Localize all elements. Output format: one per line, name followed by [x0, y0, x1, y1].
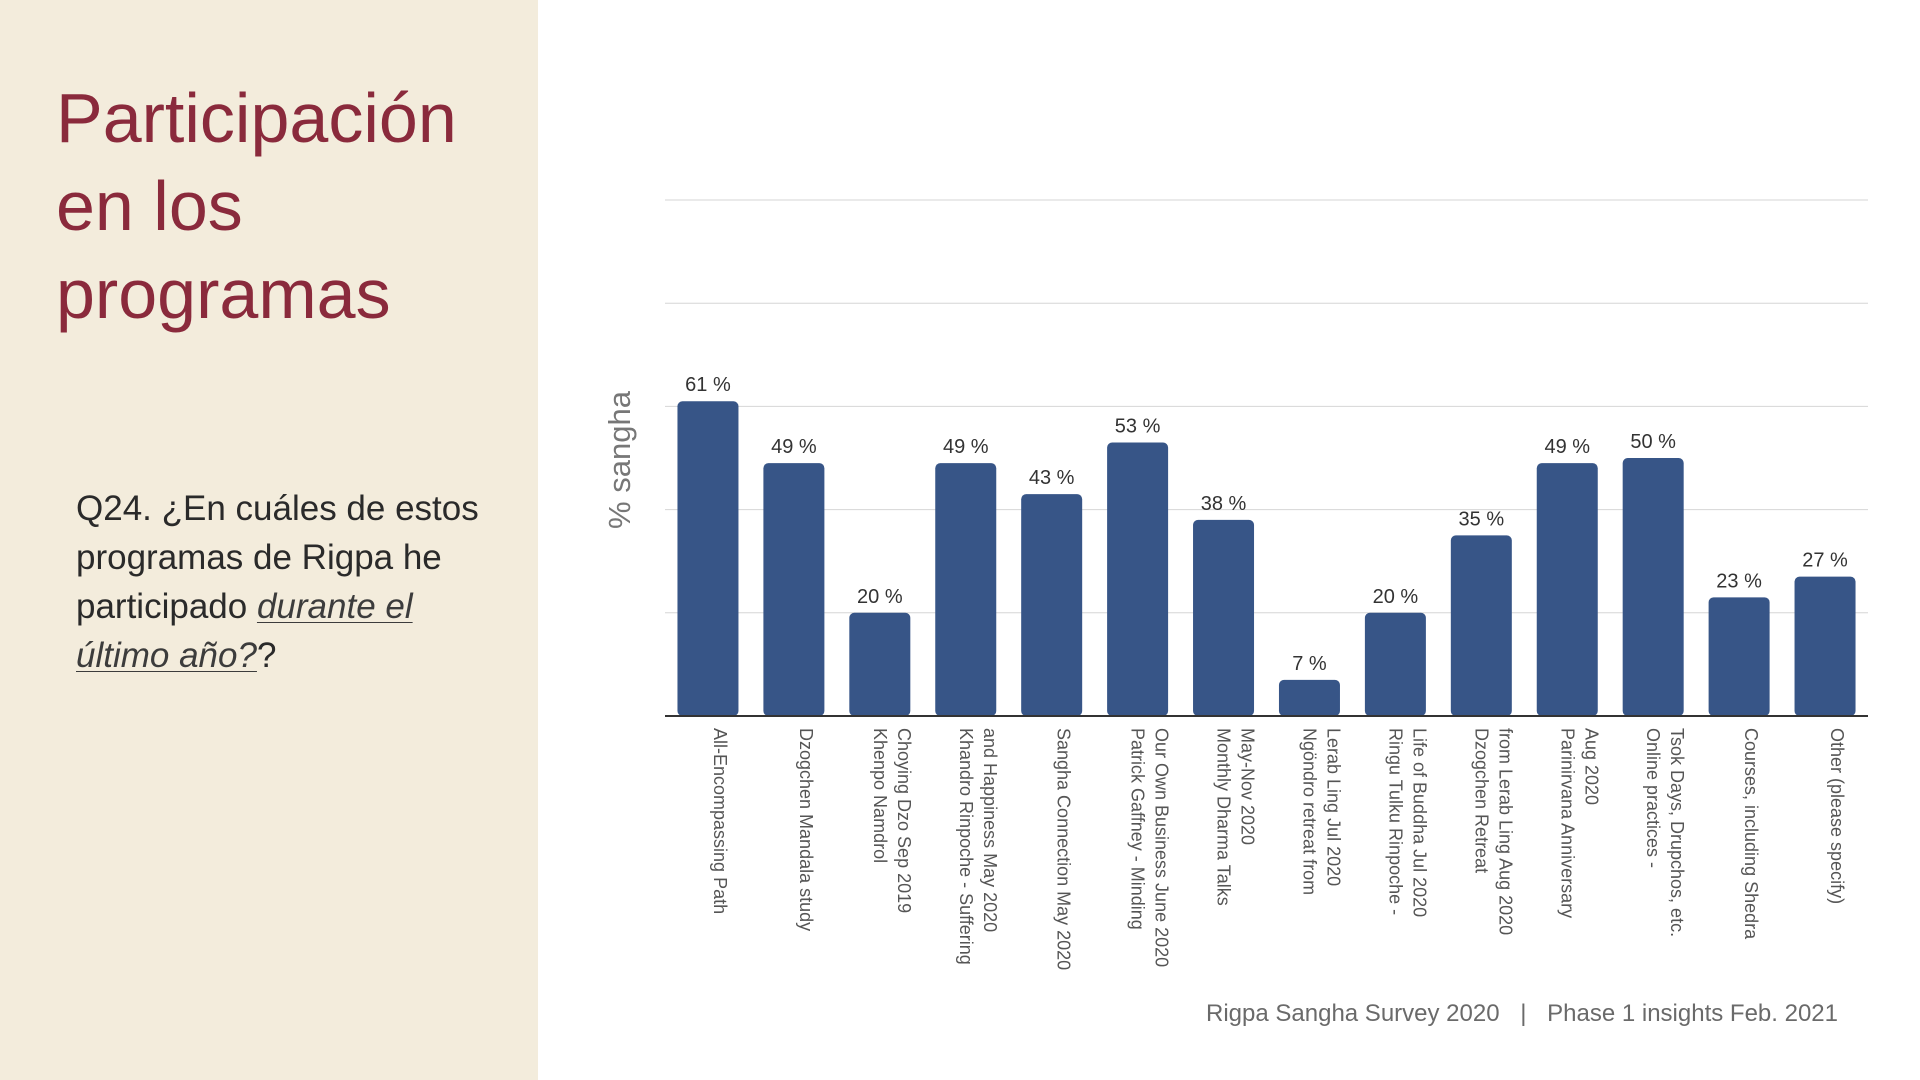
x-tick-label: Dzogchen Mandala study [796, 728, 816, 931]
title-line: Participación [56, 79, 457, 157]
x-tick-label-line: Khandro Rinpoche - Suffering [956, 728, 976, 965]
data-label: 23 % [1716, 570, 1762, 592]
bar-chart: % sangha 61 % All-Encompassing Path 49 % Dzo… [602, 199, 1868, 970]
x-tick-label-line: Dzogchen Mandala study [796, 728, 816, 931]
x-tick-label-line: Tsok Days, Drupchos, etc. [1667, 728, 1687, 937]
x-tick-label-line: Our Own Business June 2020 [1152, 728, 1172, 967]
data-label: 20 % [1373, 586, 1419, 608]
bar [1021, 494, 1083, 716]
x-tick-label: Ringu Tulku Rinpoche - Life of Buddha Jul… [1385, 728, 1429, 917]
title-line: en los [56, 167, 243, 245]
x-tick-label-line: and Happiness May 2020 [980, 728, 1000, 932]
x-tick-label-line: Courses, including Shedra [1741, 728, 1761, 940]
x-tick-label-line: Monthly Dharma Talks [1214, 728, 1234, 906]
x-tick-label: Monthly Dharma Talks May-Nov 2020 [1214, 728, 1258, 906]
bar [1193, 519, 1255, 716]
x-tick-label-line: Other (please specify) [1827, 728, 1847, 904]
bar [935, 463, 997, 716]
x-tick-label-line: Dzogchen Retreat [1471, 728, 1491, 873]
x-tick-label-line: Life of Buddha Jul 2020 [1409, 728, 1429, 917]
data-label: 38 % [1201, 493, 1247, 515]
bar [1107, 442, 1169, 716]
x-tick-label: Khandro Rinpoche - Suffering and Happines… [956, 728, 1000, 965]
data-label: 7 % [1292, 653, 1327, 675]
bar [1622, 458, 1684, 716]
data-label: 49 % [771, 436, 817, 458]
data-label: 61 % [685, 374, 731, 396]
x-tick-label: Ngöndro retreat from Lerab Ling Jul 2020 [1299, 728, 1343, 895]
x-tick-label-line: from Lerab Ling Aug 2020 [1495, 728, 1515, 935]
footer-phase: Phase 1 insights Feb. 2021 [1547, 1000, 1838, 1027]
bar [677, 401, 739, 716]
question-prefix: Q24. ¿En cuáles de estos programas de Ri… [76, 489, 479, 626]
question-suffix: ? [256, 636, 277, 675]
footer: Rigpa Sangha Survey 2020 | Phase 1 insig… [1206, 1000, 1838, 1028]
x-tick-label: Other (please specify) [1827, 728, 1847, 904]
x-tick-label: Courses, including Shedra [1741, 728, 1761, 940]
bar [1278, 679, 1340, 716]
data-label: 43 % [1029, 467, 1075, 489]
title-line: programas [56, 255, 391, 333]
x-tick-label: Khenpo Namdrol Choying Dzo Sep 2019 [870, 728, 914, 913]
x-tick-label-line: Patrick Gaffney - Minding [1128, 728, 1148, 930]
y-axis-label: % sangha [602, 390, 637, 529]
x-tick-label-line: May-Nov 2020 [1238, 728, 1258, 845]
x-tick-label: Parinirvana Anniversary Aug 2020 [1557, 728, 1601, 918]
x-tick-label: Dzogchen Retreat from Lerab Ling Aug 2020 [1471, 728, 1515, 935]
data-label: 35 % [1459, 508, 1505, 530]
x-tick-label-line: All-Encompassing Path [710, 728, 730, 914]
x-tick-label-line: Khenpo Namdrol [870, 728, 890, 863]
question-text: Q24. ¿En cuáles de estos programas de Ri… [76, 484, 496, 680]
x-tick-label: Sangha Connection May 2020 [1054, 728, 1074, 970]
x-tick-label-line: Choying Dzo Sep 2019 [894, 728, 914, 913]
data-label: 53 % [1115, 416, 1161, 438]
x-tick-label: Patrick Gaffney - Minding Our Own Busines… [1128, 728, 1172, 967]
x-tick-label-line: Lerab Ling Jul 2020 [1323, 728, 1343, 886]
data-label: 20 % [857, 586, 903, 608]
data-label: 49 % [1544, 436, 1590, 458]
x-tick-label-line: Sangha Connection May 2020 [1054, 728, 1074, 970]
slide-title: Participación en los programas [56, 74, 516, 338]
bar [1794, 576, 1856, 716]
x-tick-label: All-Encompassing Path [710, 728, 730, 914]
x-tick-label: Online practices - Tsok Days, Drupchos, e… [1643, 728, 1687, 937]
bar [763, 463, 825, 716]
bar [1450, 535, 1512, 716]
bar [1708, 597, 1770, 716]
x-tick-label-line: Ngöndro retreat from [1299, 728, 1319, 895]
bar [1364, 612, 1426, 716]
data-label: 27 % [1802, 550, 1848, 572]
bar [1536, 463, 1598, 716]
bar [849, 612, 911, 716]
footer-separator: | [1520, 1000, 1527, 1027]
left-panel: Participación en los programas Q24. ¿En … [0, 0, 538, 1080]
question-emphasis: durante el último año? [76, 587, 413, 675]
x-tick-label-line: Aug 2020 [1581, 728, 1601, 805]
footer-survey: Rigpa Sangha Survey 2020 [1206, 1000, 1500, 1027]
x-tick-label-line: Ringu Tulku Rinpoche - [1385, 728, 1405, 915]
x-tick-label-line: Parinirvana Anniversary [1557, 728, 1577, 918]
data-label: 49 % [943, 436, 989, 458]
data-label: 50 % [1630, 431, 1676, 453]
x-tick-label-line: Online practices - [1643, 728, 1663, 868]
